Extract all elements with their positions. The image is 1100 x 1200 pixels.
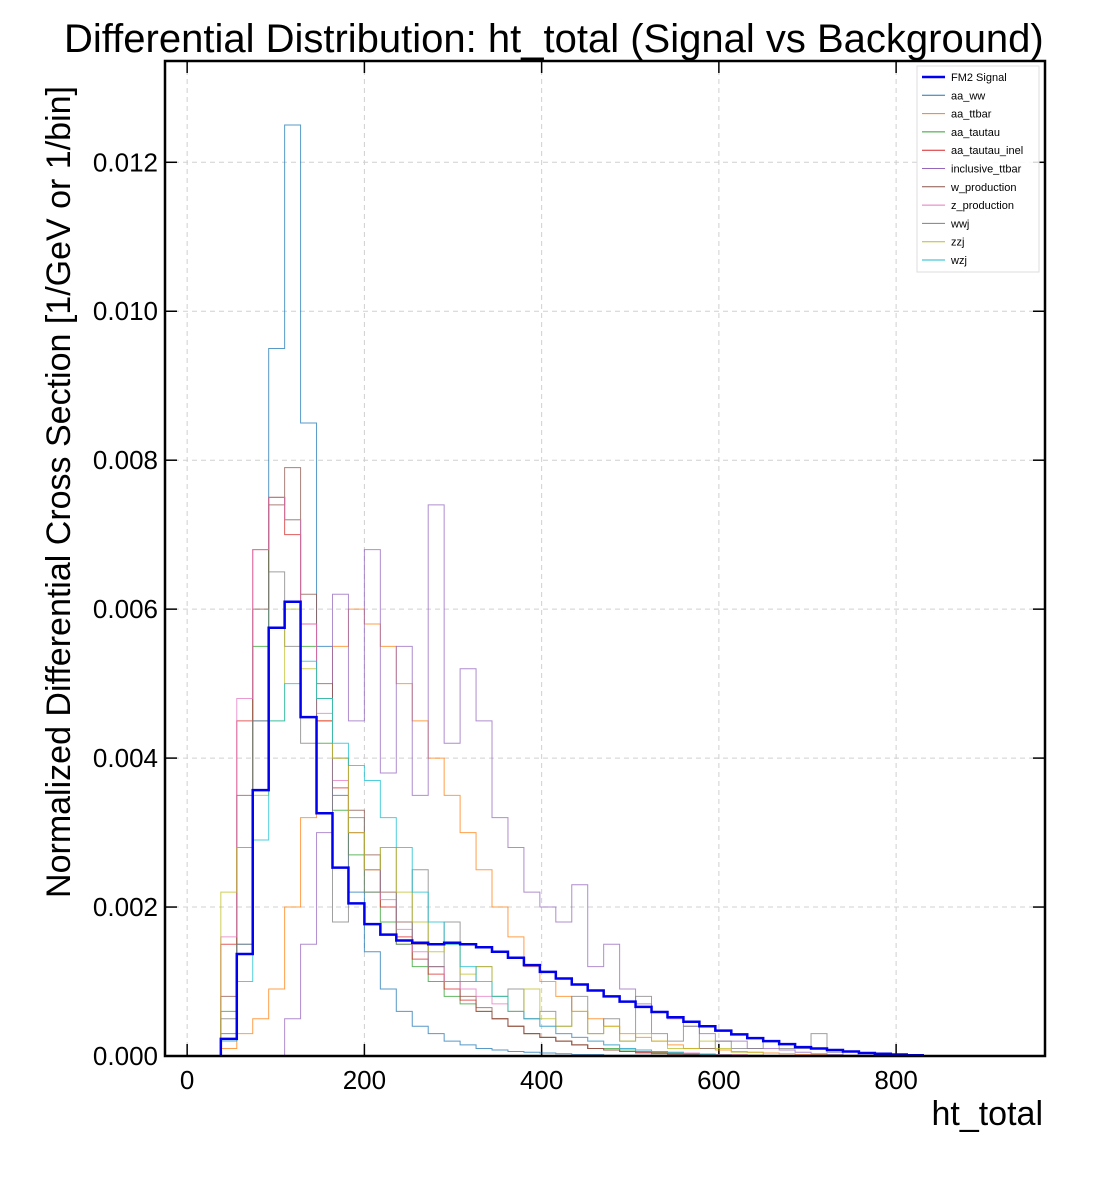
legend-label: wzj bbox=[950, 255, 967, 267]
plot-area bbox=[219, 124, 924, 1056]
histogram-step bbox=[220, 504, 923, 1056]
y-tick-label: 0.000 bbox=[93, 1041, 158, 1071]
legend-label: aa_tautau_inel bbox=[951, 145, 1023, 157]
histogram-step bbox=[220, 496, 923, 1056]
histogram-step bbox=[220, 124, 923, 1056]
y-tick-label: 0.008 bbox=[93, 445, 158, 475]
y-axis-label: Normalized Differential Cross Section [1… bbox=[40, 86, 78, 898]
x-tick-label: 200 bbox=[343, 1065, 386, 1095]
histogram-step bbox=[219, 600, 924, 1056]
legend-label: aa_ttbar bbox=[951, 109, 992, 121]
y-tick-label: 0.010 bbox=[93, 296, 158, 326]
chart-title: Differential Distribution: ht_total (Sig… bbox=[64, 17, 1044, 61]
x-axis-label: ht_total bbox=[931, 1095, 1043, 1133]
histogram-step bbox=[220, 496, 923, 1056]
legend-label: aa_tautau bbox=[951, 127, 1000, 139]
x-tick-label: 800 bbox=[874, 1065, 917, 1095]
plot-frame bbox=[163, 59, 1047, 1058]
histogram-step bbox=[220, 467, 923, 1056]
legend-label: z_production bbox=[951, 200, 1014, 212]
x-tick-label: 600 bbox=[697, 1065, 740, 1095]
legend-label: zzj bbox=[951, 237, 964, 249]
x-tick-label: 400 bbox=[520, 1065, 563, 1095]
y-tick-label: 0.012 bbox=[93, 147, 158, 177]
histogram-step bbox=[220, 496, 923, 1056]
legend-label: aa_ww bbox=[951, 90, 985, 102]
y-tick-label: 0.004 bbox=[93, 743, 158, 773]
legend-label: wwj bbox=[950, 218, 969, 230]
legend-label: inclusive_ttbar bbox=[951, 164, 1022, 176]
legend-label: w_production bbox=[950, 182, 1016, 194]
y-tick-label: 0.002 bbox=[93, 892, 158, 922]
legend-label: FM2 Signal bbox=[951, 72, 1007, 84]
x-tick-label: 0 bbox=[180, 1065, 194, 1095]
y-tick-label: 0.006 bbox=[93, 594, 158, 624]
